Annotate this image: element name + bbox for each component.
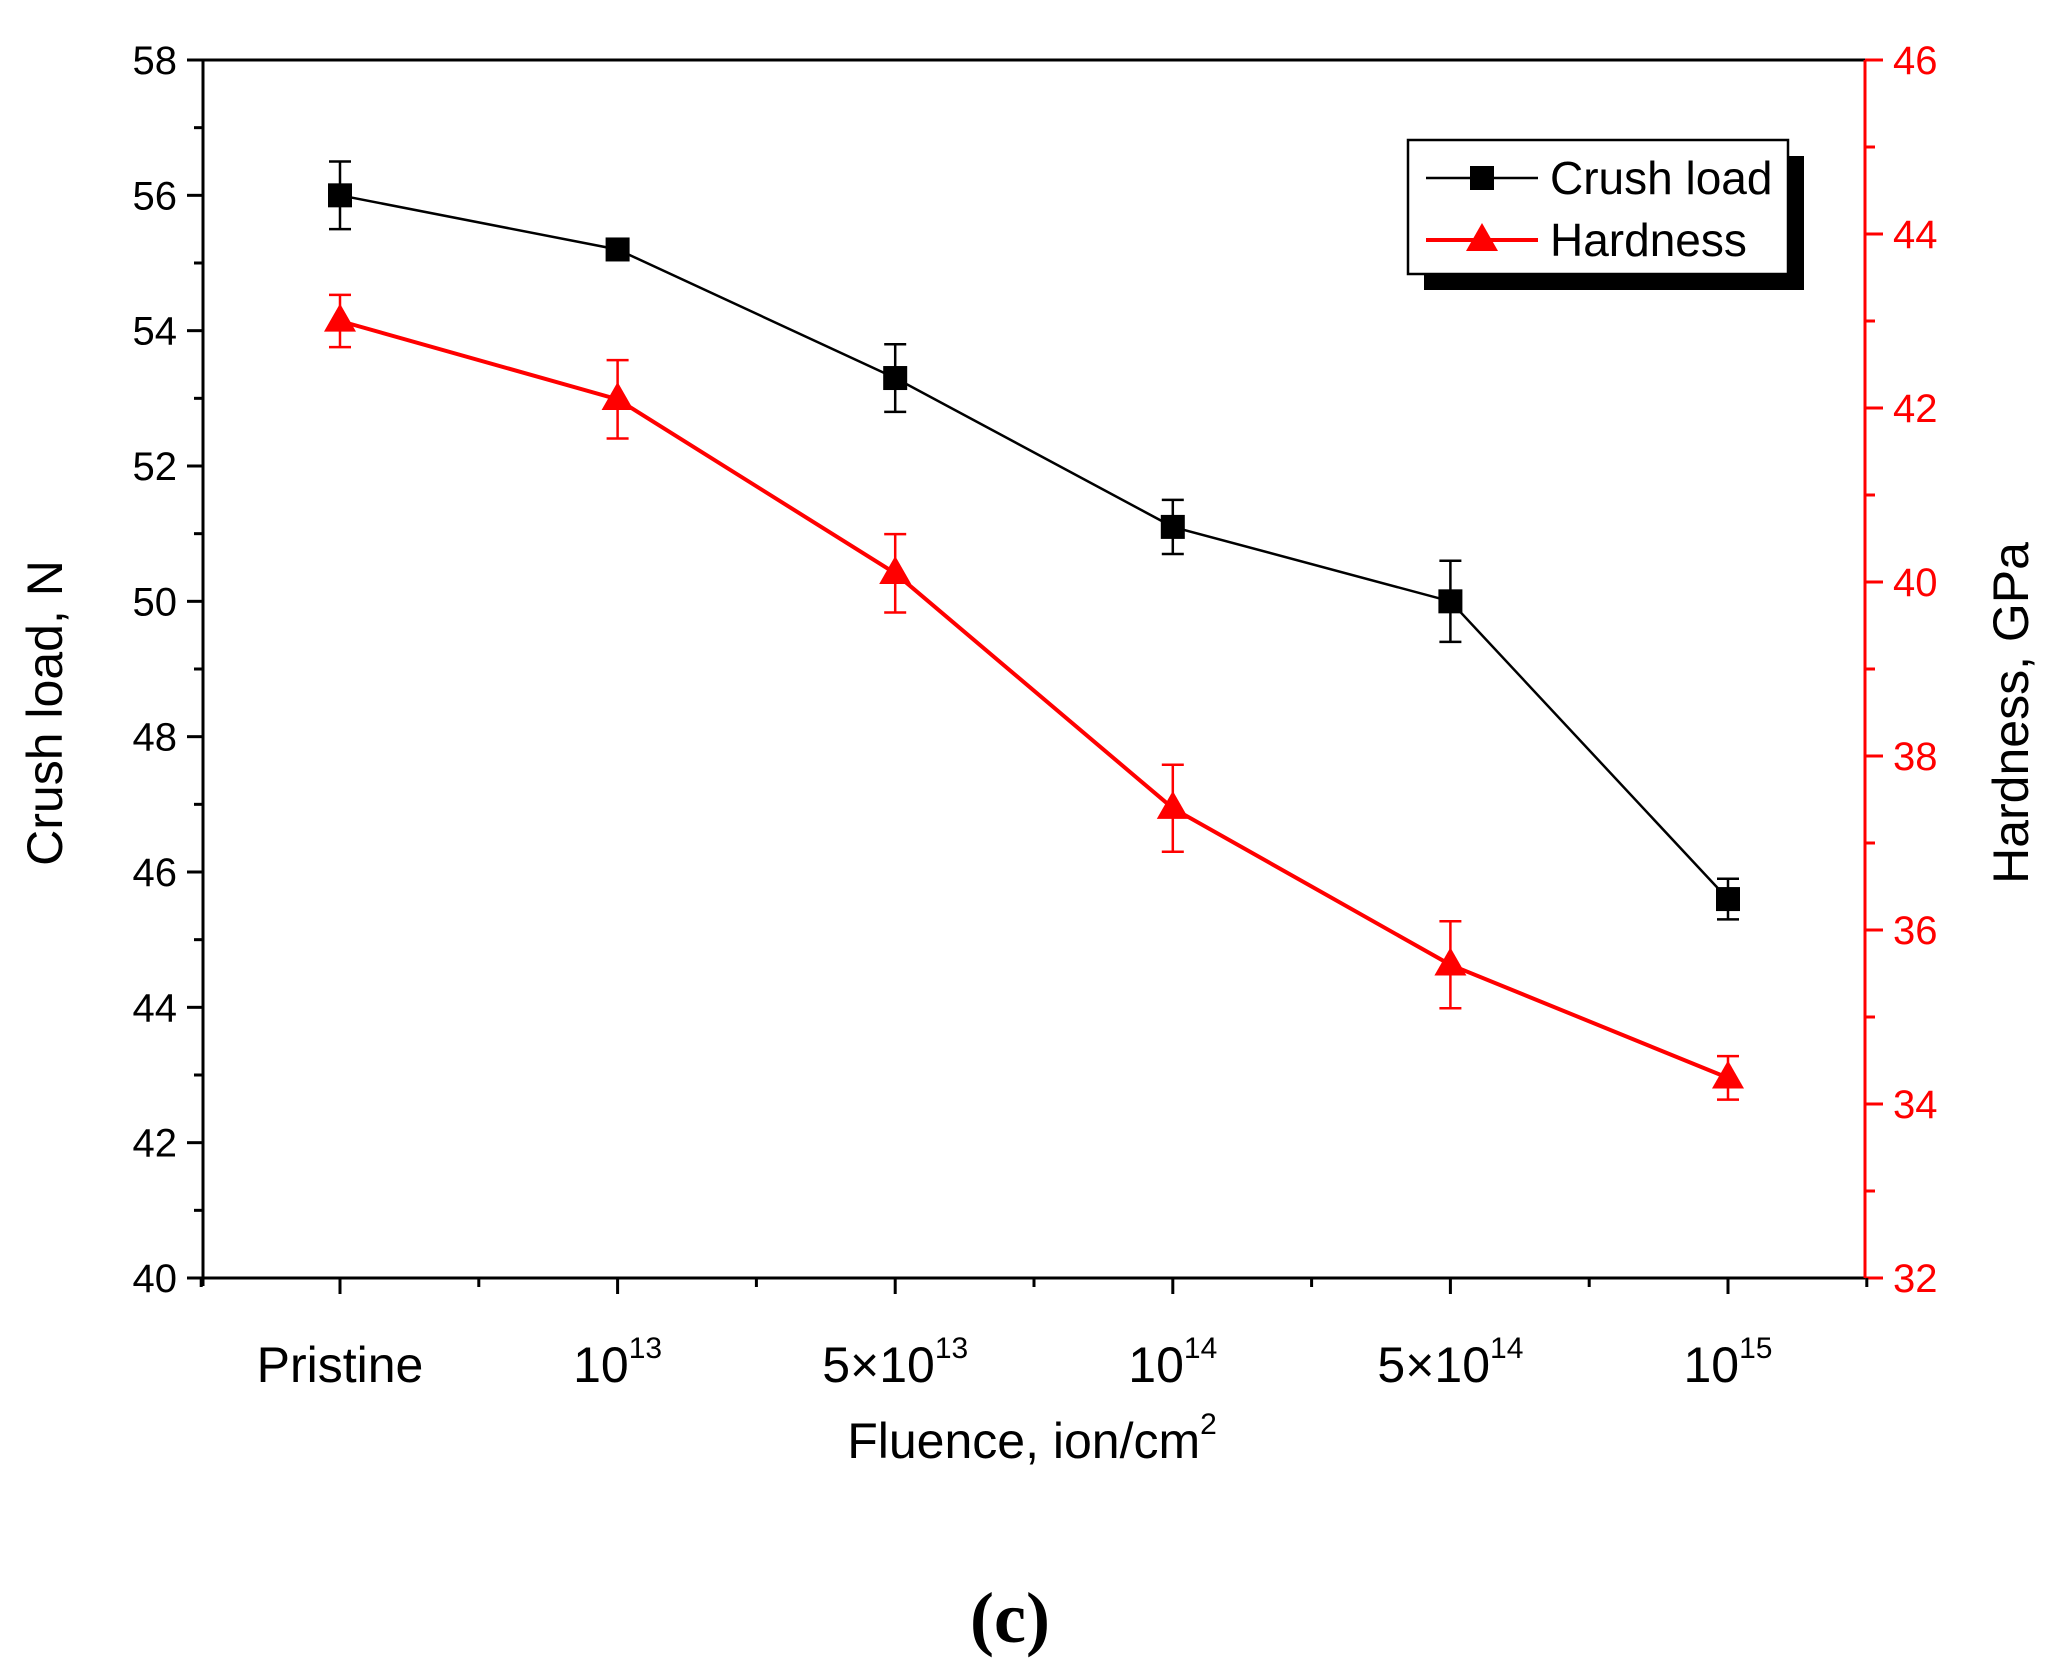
left-axis-tick-label: 48 (133, 716, 178, 760)
series-line (339, 194, 1729, 900)
data-point-square (1160, 514, 1185, 539)
x-tick-label-base: 10 (573, 1337, 629, 1393)
left-y-axis: 40 42 44 46 48 50 52 54 56 58 (133, 39, 205, 1301)
right-axis-tick-label: 34 (1893, 1083, 1938, 1127)
left-axis-tick-label: 52 (133, 445, 178, 489)
right-axis-tick-label: 42 (1893, 387, 1938, 431)
x-axis-tick-label: 1013 (573, 1332, 662, 1393)
series-layer (324, 160, 1744, 1101)
x-tick-label-base: 5×10 (1377, 1337, 1490, 1393)
right-axis-tick-label: 32 (1893, 1257, 1938, 1301)
data-point-triangle (601, 381, 634, 410)
x-tick-label-base: 10 (1128, 1337, 1184, 1393)
legend-item-crush-load: Crush load (1426, 152, 1772, 204)
left-axis-tick-label: 46 (133, 851, 178, 895)
data-point-square (1716, 887, 1740, 912)
x-axis-tick-label: 1015 (1684, 1332, 1773, 1393)
data-point-square (1438, 589, 1463, 614)
x-tick-label-exponent: 13 (629, 1332, 662, 1365)
x-axis-tick-label: 1014 (1128, 1332, 1217, 1393)
x-tick-label-base: 10 (1684, 1337, 1740, 1393)
legend-marker-square (1470, 166, 1494, 190)
data-point-square (883, 366, 908, 391)
x-axis-tick-label: 5×1013 (822, 1332, 968, 1393)
right-y-axis: 32 34 36 38 40 42 44 46 (1863, 39, 1938, 1301)
legend-label: Hardness (1550, 214, 1747, 266)
right-axis-tick-label: 44 (1893, 213, 1938, 257)
legend-label: Crush load (1550, 152, 1772, 204)
data-point-triangle (1712, 1060, 1744, 1089)
x-tick-label-exponent: 14 (1184, 1332, 1217, 1365)
series-hardness (324, 293, 1744, 1101)
left-axis-tick-label: 58 (133, 39, 178, 83)
x-tick-label-exponent: 15 (1739, 1332, 1772, 1365)
x-tick-label-exponent: 14 (1490, 1332, 1523, 1365)
series-crush-load (328, 160, 1740, 921)
left-axis-tick-label: 44 (133, 986, 178, 1030)
x-axis: Pristine 1013 5×1013 1014 5×1014 1015 (199, 1278, 1869, 1393)
x-axis-title-exponent: 2 (1200, 1408, 1217, 1441)
data-point-triangle (879, 555, 912, 584)
right-axis-tick-label: 38 (1893, 735, 1938, 779)
right-axis-tick-label: 36 (1893, 909, 1938, 953)
data-point-triangle (1434, 947, 1467, 976)
legend: Crush load Hardness (1406, 138, 1804, 290)
x-tick-label-base: Pristine (257, 1337, 424, 1393)
right-axis-tick-label: 46 (1893, 39, 1938, 83)
data-point-square (328, 183, 352, 208)
y-axis-left-title: Crush load, N (17, 560, 73, 866)
left-axis-tick-label: 42 (133, 1122, 178, 1166)
legend-marker-triangle (1466, 223, 1498, 251)
x-tick-label-exponent: 13 (935, 1332, 968, 1365)
right-axis-tick-label: 40 (1893, 561, 1938, 605)
left-axis-tick-label: 56 (133, 174, 178, 218)
panel-label: (c) (970, 1578, 1050, 1658)
data-point-square (605, 237, 630, 262)
x-tick-label-base: 5×10 (822, 1337, 935, 1393)
y-axis-right-title: Hardness, GPa (1983, 542, 2039, 884)
x-axis-tick-label: 5×1014 (1377, 1332, 1523, 1393)
data-point-triangle (324, 303, 356, 332)
x-axis-tick-label: Pristine (257, 1337, 424, 1393)
left-axis-tick-label: 40 (133, 1257, 178, 1301)
x-axis-title-base: Fluence, ion/cm (847, 1413, 1200, 1469)
x-axis-title: Fluence, ion/cm2 (847, 1408, 1217, 1469)
left-axis-tick-label: 50 (133, 580, 178, 624)
series-line (339, 319, 1729, 1080)
left-axis-tick-label: 54 (133, 310, 178, 354)
legend-box (1406, 138, 1790, 276)
legend-item-hardness: Hardness (1426, 214, 1747, 266)
data-point-triangle (1156, 790, 1189, 819)
